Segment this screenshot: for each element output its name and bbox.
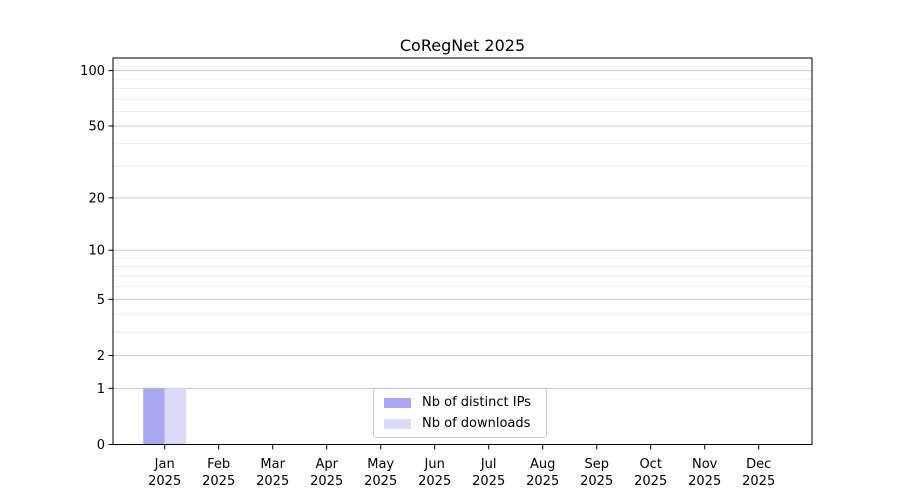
- y-tick-label: 1: [97, 382, 105, 397]
- x-tick-label-year: 2025: [202, 474, 235, 489]
- x-tick-label-year: 2025: [472, 474, 505, 489]
- x-tick-label-month: Sep: [584, 457, 609, 472]
- y-tick-label: 2: [97, 349, 105, 364]
- x-tick-label-month: Jul: [480, 457, 497, 472]
- x-tick-label-month: Nov: [692, 457, 718, 472]
- x-tick-label-month: Jun: [424, 457, 445, 472]
- x-tick-label-month: Feb: [207, 457, 230, 472]
- x-tick-label-year: 2025: [256, 474, 289, 489]
- y-tick-label: 0: [97, 438, 105, 453]
- legend-swatch-distinct-ips: [384, 397, 411, 408]
- x-tick-label-year: 2025: [688, 474, 721, 489]
- x-tick-label-year: 2025: [526, 474, 559, 489]
- bar: [164, 388, 187, 445]
- x-tick-label-year: 2025: [634, 474, 667, 489]
- legend-swatch-downloads: [384, 418, 411, 429]
- y-tick-label: 100: [80, 64, 105, 79]
- x-tick-label-year: 2025: [148, 474, 181, 489]
- legend-item-downloads: Nb of downloads: [384, 416, 546, 431]
- y-tick-label: 50: [88, 119, 105, 134]
- legend-label-distinct-ips: Nb of distinct IPs: [422, 395, 531, 410]
- legend-label-downloads: Nb of downloads: [422, 416, 531, 431]
- legend-item-distinct-ips: Nb of distinct IPs: [384, 395, 546, 410]
- x-tick-label-year: 2025: [742, 474, 775, 489]
- x-tick-label-month: Dec: [746, 457, 771, 472]
- chart-title: CoRegNet 2025: [399, 36, 526, 55]
- x-tick-label-month: Apr: [315, 457, 338, 472]
- x-tick-label-month: Mar: [260, 457, 285, 472]
- x-tick-label-year: 2025: [580, 474, 613, 489]
- x-tick-label-month: May: [367, 457, 394, 472]
- x-tick-label-year: 2025: [364, 474, 397, 489]
- plot-frame: [112, 57, 813, 445]
- x-tick-label-month: Oct: [639, 457, 661, 472]
- x-tick-label-year: 2025: [418, 474, 451, 489]
- x-tick-label-month: Jan: [154, 457, 175, 472]
- x-tick-label-year: 2025: [310, 474, 343, 489]
- x-tick-label-month: Aug: [530, 457, 555, 472]
- y-tick-label: 5: [97, 293, 105, 308]
- y-tick-label: 10: [88, 244, 105, 259]
- y-tick-label: 20: [88, 191, 105, 206]
- bar: [143, 388, 165, 445]
- chart-legend: Nb of distinct IPs Nb of downloads: [373, 388, 547, 438]
